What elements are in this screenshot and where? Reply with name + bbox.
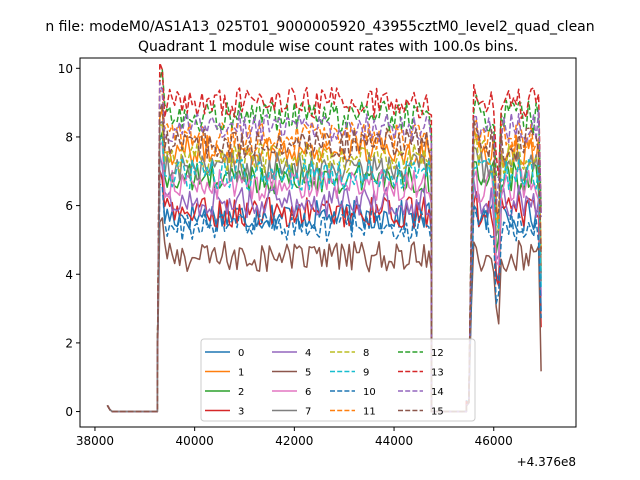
legend-label: 11 <box>363 407 376 418</box>
y-tick-label: 2 <box>65 336 73 350</box>
legend-label: 6 <box>305 387 311 398</box>
legend-label: 10 <box>363 387 376 398</box>
plot-area-frame <box>79 57 577 428</box>
y-tick-label: 0 <box>65 405 73 419</box>
chart-suptitle: n file: modeM0/AS1A13_025T01_9000005920_… <box>45 19 594 35</box>
legend-label: 7 <box>305 407 311 418</box>
legend-label: 1 <box>238 368 244 379</box>
legend-label: 12 <box>431 348 444 359</box>
legend-label: 15 <box>431 407 444 418</box>
chart-title: Quadrant 1 module wise count rates with … <box>138 39 518 55</box>
x-tick-label: 44000 <box>375 434 413 448</box>
x-tick-label: 46000 <box>475 434 513 448</box>
x-tick-label: 40000 <box>176 434 214 448</box>
legend-label: 5 <box>305 368 311 379</box>
legend-label: 14 <box>431 387 444 398</box>
legend-label: 13 <box>431 368 444 379</box>
legend-label: 2 <box>238 387 244 398</box>
x-tick-label: 42000 <box>275 434 313 448</box>
legend-label: 4 <box>305 348 311 359</box>
x-axis: 38000 40000 42000 44000 46000 <box>76 427 513 448</box>
y-tick-label: 10 <box>58 62 73 76</box>
x-axis-offset-label: +4.376e8 <box>517 455 576 469</box>
y-tick-label: 4 <box>65 268 73 282</box>
legend-label: 3 <box>238 407 244 418</box>
y-tick-label: 8 <box>65 130 73 144</box>
legend-label: 0 <box>238 348 244 359</box>
y-axis: 0 2 4 6 8 10 <box>58 62 80 419</box>
legend-label: 8 <box>363 348 369 359</box>
legend-box <box>200 338 476 422</box>
x-tick-label: 38000 <box>76 434 114 448</box>
legend-label: 9 <box>363 368 369 379</box>
y-tick-label: 6 <box>65 199 73 213</box>
